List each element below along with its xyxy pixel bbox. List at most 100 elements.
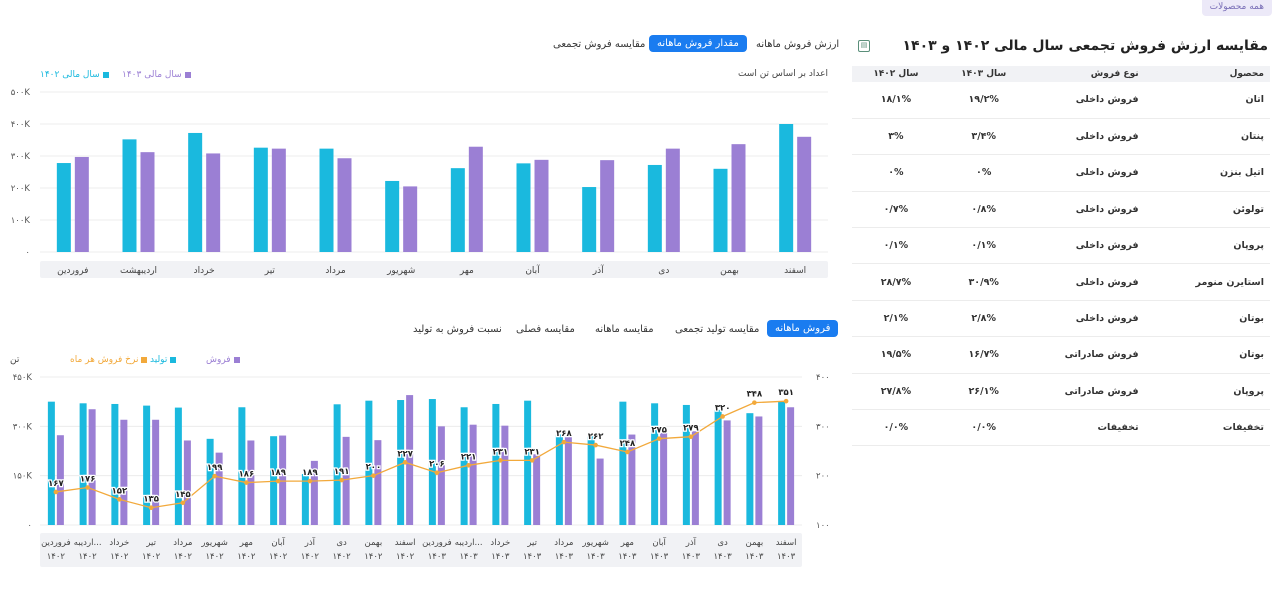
x-tick-label-month: آبان (271, 536, 285, 548)
cell-product: استایرن منومر (1144, 263, 1270, 301)
x-tick-label-month: تیر (526, 538, 537, 548)
x-tick-label-month: مرداد (554, 538, 573, 548)
bar-1403 (665, 148, 680, 252)
bar-1402 (56, 163, 71, 252)
cell-share-1402: ۰/۱% (852, 227, 940, 265)
bar-production (492, 403, 500, 525)
bar-production (206, 438, 214, 525)
x-tick-label-year: ۱۴۰۳ (618, 552, 637, 562)
column-header-1403: سال ۱۴۰۳ (939, 66, 1028, 82)
tab-monthly-sales[interactable]: فروش ماهانه (767, 320, 839, 337)
column-header-1402: سال ۱۴۰۲ (852, 66, 940, 82)
x-axis-band (40, 261, 828, 278)
sales-rate-data-label: ۲۳۱ (524, 447, 540, 457)
bar-production (746, 413, 754, 525)
sales-rate-point (371, 473, 376, 478)
cell-sale-type: تخفیفات (1027, 409, 1145, 447)
cell-sale-type: فروش داخلی (1027, 263, 1145, 301)
cell-product: تولوئن (1144, 191, 1270, 229)
x-tick-label-year: ۱۴۰۲ (301, 552, 320, 562)
tab-monthly-sales-quantity[interactable]: مقدار فروش ماهانه (649, 35, 747, 52)
sales-rate-data-label: ۲۰۰ (366, 463, 382, 473)
sales-rate-point (53, 489, 59, 495)
all-products-button[interactable]: همه محصولات (1201, 0, 1272, 16)
bar-1402 (253, 147, 268, 252)
bar-1403 (403, 186, 418, 252)
sales-rate-point (752, 400, 757, 405)
bar-sales (596, 458, 604, 525)
bar-1402 (450, 168, 465, 252)
y-tick-label: ۴۰۰K (11, 120, 31, 130)
sales-rate-point (434, 470, 440, 476)
x-tick-label-month: شهریور (581, 538, 609, 548)
bar-production (619, 401, 627, 525)
sales-rate-data-label: ۱۴۵ (175, 490, 191, 500)
tab-cumulative-sales-comparison[interactable]: مقایسه فروش تجمعی (553, 39, 646, 50)
sales-rate-point (593, 442, 598, 448)
excel-export-icon[interactable]: ▤ (858, 40, 870, 52)
y-tick-label-right: ۱۰۰ (816, 521, 830, 531)
bar-production (365, 400, 373, 525)
cell-sale-type: فروش داخلی (1027, 118, 1145, 156)
bottom-chart: ۴۵۰K ۳۰۰K ۱۵۰K ۰ ۴۰۰ ۳۰۰ ۲۰۰ ۱۰۰ اسفند ۱۴۰۳ بهمن ۱۴… (13, 373, 830, 567)
x-tick-label-year: ۱۴۰۳ (555, 552, 574, 562)
table-row: تولوئن فروش داخلی ۰/۸% ۰/۷% (852, 191, 1270, 229)
sales-rate-data-label: ۱۸۹ (302, 468, 318, 478)
tab-monthly-comparison[interactable]: مقایسه ماهانه (595, 324, 654, 335)
cell-product: بوتان (1144, 336, 1270, 374)
x-tick-label-year: ۱۴۰۳ (459, 552, 478, 562)
bar-sales (660, 432, 668, 525)
sales-rate-data-label: ۳۵۱ (778, 388, 794, 398)
x-tick-label-year: ۱۴۰۲ (396, 552, 415, 562)
legend-label: سال مالی ۱۴۰۲ (40, 70, 100, 80)
sales-rate-point (498, 458, 503, 463)
sales-rate-data-label: ۱۷۶ (80, 475, 96, 485)
x-tick-label-month: شهریور (200, 538, 228, 548)
sales-rate-point (85, 485, 90, 490)
cell-share-1402: ۲۸/۷% (852, 263, 940, 301)
cell-sale-type: فروش صادراتی (1027, 336, 1145, 374)
x-tick-label: شهریور (386, 266, 415, 276)
cell-share-1403: ۰% (939, 154, 1028, 192)
x-tick-label-month: بهمن (365, 538, 383, 548)
bar-1403 (337, 158, 352, 252)
x-tick-label: آذر (592, 264, 604, 276)
bar-production (47, 401, 55, 525)
cell-sale-type: فروش داخلی (1027, 154, 1145, 192)
table-row: بوتان فروش داخلی ۲/۸% ۲/۱% (852, 300, 1270, 338)
sales-rate-point (180, 500, 186, 506)
x-tick-label-year: ۱۴۰۳ (650, 552, 669, 562)
tab-sales-to-production[interactable]: نسبت فروش به تولید (413, 324, 502, 335)
x-tick-label-month: آبان (652, 536, 666, 548)
sales-rate-point (656, 436, 662, 441)
x-tick-label-month: اسفند (395, 538, 416, 548)
x-tick-label-year: ۱۴۰۲ (332, 552, 351, 562)
x-tick-label-year: ۱۴۰۲ (142, 552, 161, 562)
bar-sales (310, 460, 318, 525)
x-tick-label: مهر (459, 266, 474, 276)
bar-production (524, 400, 532, 525)
cell-share-1402: ۲/۱% (852, 300, 940, 338)
legend-label: سال مالی ۱۴۰۳ (122, 70, 182, 80)
cell-product: پروپان (1144, 373, 1270, 411)
tab-cumulative-production[interactable]: مقایسه تولید تجمعی (675, 324, 760, 335)
tab-monthly-sales-value[interactable]: ارزش فروش ماهانه (756, 39, 840, 50)
sales-rate-point (688, 434, 694, 439)
column-header-product: محصول (1144, 66, 1270, 82)
x-tick-label-month: خرداد (109, 538, 129, 548)
x-tick-label-year: ۱۴۰۳ (682, 552, 701, 562)
unit-label-left: تن (10, 355, 20, 365)
bar-production (333, 404, 341, 525)
x-tick-label-year: ۱۴۰۲ (174, 552, 193, 562)
cell-share-1402: ۱۹/۵% (852, 336, 940, 374)
bar-sales (564, 436, 572, 525)
bar-sales (501, 425, 509, 525)
cell-sale-type: فروش داخلی (1027, 227, 1145, 265)
summary-title: مقایسه ارزش فروش تجمعی سال مالی ۱۴۰۲ و ۱… (902, 38, 1268, 54)
sales-rate-point (307, 478, 313, 484)
bar-1402 (385, 180, 400, 252)
y-tick-label-left: ۱۵۰K (13, 472, 33, 482)
sales-rate-point (212, 473, 217, 479)
tab-seasonal-comparison[interactable]: مقایسه فصلی (516, 324, 575, 335)
sales-rate-data-label: ۳۲۰ (715, 403, 731, 413)
